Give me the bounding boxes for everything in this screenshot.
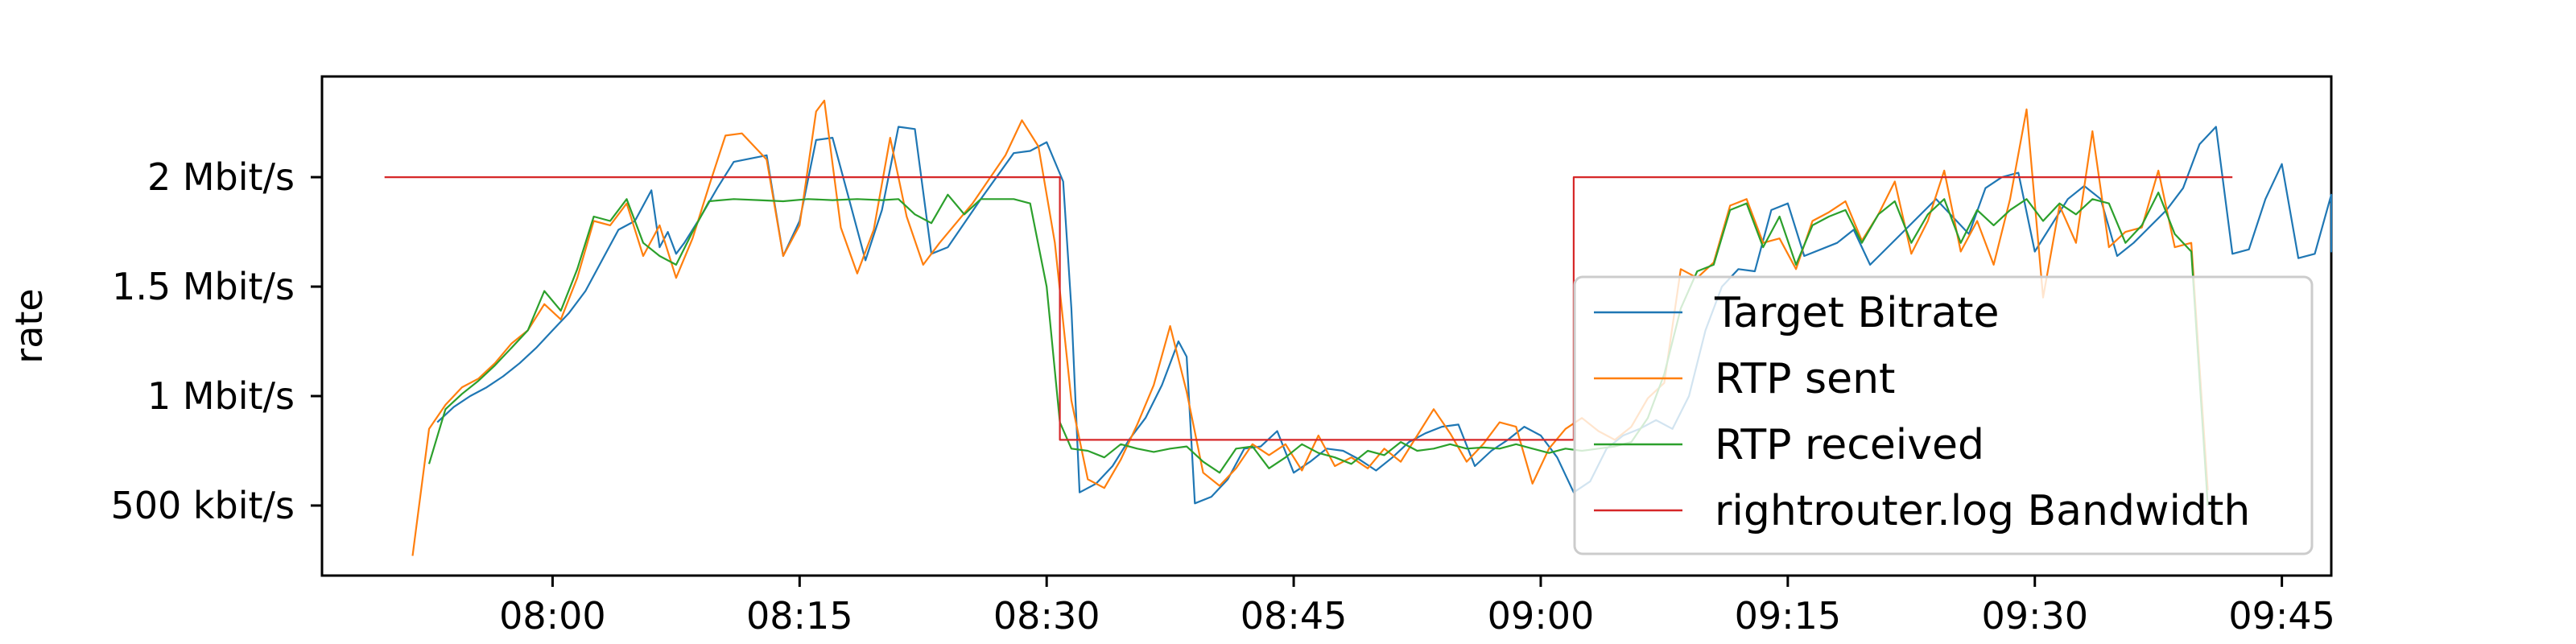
x-tick-label: 08:45 [1241,594,1348,638]
y-tick-label: 2 Mbit/s [147,155,295,199]
legend-label-rtp-sent: RTP sent [1715,355,1895,403]
series-layer [384,99,2333,556]
x-tick-label: 09:00 [1488,594,1595,638]
x-tick-label: 08:15 [746,594,853,638]
legend-items: Target Bitrate RTP sent RTP received rightr… [1594,289,2250,535]
legend-label-rightrouter-log-bandwidth: rightrouter.log Bandwidth [1715,487,2250,535]
y-tick-label: 1 Mbit/s [147,374,295,418]
x-tick-label: 09:30 [1981,594,2088,638]
y-tick-label: 500 kbit/s [110,484,295,527]
x-tick-label: 08:30 [993,594,1100,638]
series-line-rtp-sent [411,99,2209,556]
legend-frame [1573,275,2314,555]
legend-label-target-bitrate: Target Bitrate [1714,289,2000,337]
y-tick-label: 1.5 Mbit/s [112,265,295,308]
y-axis-label: rate [7,288,51,363]
x-tick-label: 09:45 [2228,594,2335,638]
x-axis: 08:00 08:15 08:30 08:45 09:00 09:15 09:30 09:45 [499,576,2335,638]
legend-label-rtp-received: RTP received [1715,421,1984,469]
y-axis: 500 kbit/s 1 Mbit/s 1.5 Mbit/s 2 Mbit/s [110,155,322,527]
x-tick-label: 08:00 [499,594,606,638]
series-line-rtp-received [427,192,2209,506]
x-tick-label: 09:15 [1735,594,1842,638]
legend: Target Bitrate RTP sent RTP received rightr… [1573,275,2314,555]
series-line-rightrouter-log-bandwidth [384,176,2233,441]
series-line-target-bitrate [436,126,2333,505]
